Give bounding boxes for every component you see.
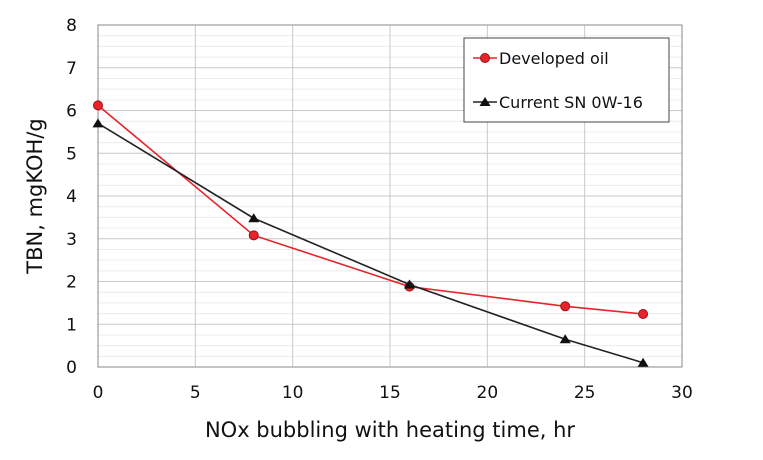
x-tick-labels: 0 5 10 15 20 25 30 <box>93 383 693 403</box>
x-tick-label: 10 <box>282 383 304 403</box>
x-tick-label: 15 <box>379 383 401 403</box>
x-tick-label: 5 <box>190 383 201 403</box>
legend-marker-developed-oil <box>480 53 490 63</box>
legend-marker-current-sn <box>479 97 491 106</box>
y-tick-label: 6 <box>66 102 77 122</box>
y-tick-label: 0 <box>66 358 77 378</box>
x-axis-title: NOx bubbling with heating time, hr <box>205 418 575 442</box>
data-point-developed-oil <box>560 301 571 312</box>
series-line-developed-oil <box>97 104 644 315</box>
x-tick-label: 20 <box>477 383 499 403</box>
y-tick-label: 5 <box>66 144 77 164</box>
y-axis-title: TBN, mgKOH/g <box>23 118 47 274</box>
legend-label-current-sn: Current SN 0W-16 <box>499 93 643 112</box>
x-tick-label: 25 <box>574 383 596 403</box>
y-tick-label: 8 <box>66 16 77 36</box>
series-line-current-sn-0w-16 <box>97 122 644 364</box>
data-point-current-sn-0w-16 <box>637 357 649 367</box>
data-point-current-sn-0w-16 <box>248 213 260 223</box>
data-point-developed-oil <box>638 308 649 319</box>
legend: Developed oil Current SN 0W-16 <box>463 37 670 123</box>
y-tick-label: 3 <box>66 230 77 250</box>
plot-frame <box>97 24 683 368</box>
y-tick-label: 4 <box>66 187 77 207</box>
legend-box <box>463 37 670 123</box>
data-point-current-sn-0w-16 <box>559 334 571 344</box>
series-layer <box>92 100 649 367</box>
y-tick-label: 7 <box>66 59 77 79</box>
x-tick-label: 30 <box>671 383 693 403</box>
data-point-current-sn-0w-16 <box>403 279 415 289</box>
legend-label-developed-oil: Developed oil <box>499 49 609 68</box>
data-point-current-sn-0w-16 <box>92 118 104 128</box>
data-point-developed-oil <box>248 230 259 241</box>
y-tick-label: 2 <box>66 273 77 293</box>
data-point-developed-oil <box>93 100 103 111</box>
x-tick-label: 0 <box>93 383 104 403</box>
y-tick-label: 1 <box>66 315 77 335</box>
y-tick-labels: 0 1 2 3 4 5 6 7 8 <box>66 16 77 378</box>
